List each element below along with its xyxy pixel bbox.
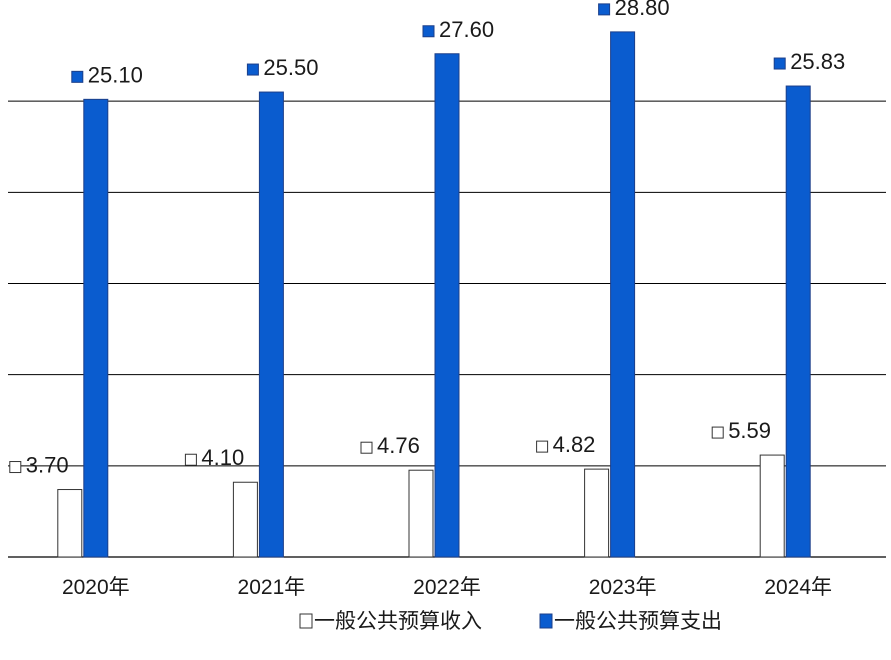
legend-swatch-expenditure xyxy=(539,613,553,629)
bar-expenditure xyxy=(610,31,636,558)
data-label-marker-income xyxy=(184,453,197,466)
data-label-income: 3.70 xyxy=(26,453,69,478)
data-label-expenditure: 27.60 xyxy=(439,17,494,42)
bar-expenditure xyxy=(83,98,109,558)
bar-income xyxy=(57,489,83,558)
data-label-marker-income xyxy=(360,441,373,454)
bar-expenditure xyxy=(434,53,460,558)
data-label-income: 4.10 xyxy=(201,445,244,470)
x-tick-label: 2020年 xyxy=(62,576,130,599)
data-label-marker-income xyxy=(536,440,549,453)
x-axis: 2020年 2021年 2022年 2023年 2024年 xyxy=(62,576,832,599)
data-label-expenditure: 25.10 xyxy=(88,62,143,87)
data-label-marker-expenditure xyxy=(71,70,84,83)
bar-income xyxy=(584,468,610,558)
data-labels: 3.70 25.10 4.10 25.50 4.76 27.60 4.82 28.80 5.59… xyxy=(9,0,845,478)
legend: 一般公共预算收入 一般公共预算支出 xyxy=(299,610,722,633)
data-label-marker-expenditure xyxy=(422,25,435,38)
data-label-expenditure: 25.83 xyxy=(790,49,845,74)
bar-income xyxy=(408,469,434,558)
x-tick-label: 2023年 xyxy=(589,576,657,599)
bar-income xyxy=(759,454,785,558)
legend-label-expenditure: 一般公共预算支出 xyxy=(554,610,722,633)
x-tick-label: 2022年 xyxy=(413,576,481,599)
data-label-marker-expenditure xyxy=(246,63,259,76)
data-label-marker-income xyxy=(711,426,724,439)
bars xyxy=(57,31,811,558)
legend-swatch-income xyxy=(299,613,313,629)
bar-expenditure xyxy=(785,85,811,558)
data-label-marker-expenditure xyxy=(773,57,786,70)
x-tick-label: 2024年 xyxy=(764,576,832,599)
data-label-expenditure: 25.50 xyxy=(263,55,318,80)
data-label-income: 4.82 xyxy=(553,432,596,457)
data-label-income: 5.59 xyxy=(728,418,771,443)
data-label-expenditure: 28.80 xyxy=(615,0,670,20)
bar-income xyxy=(232,481,258,558)
legend-label-income: 一般公共预算收入 xyxy=(314,610,482,633)
data-label-marker-income xyxy=(9,461,22,474)
data-label-marker-expenditure xyxy=(598,3,611,16)
data-label-income: 4.76 xyxy=(377,433,420,458)
x-tick-label: 2021年 xyxy=(238,576,306,599)
bar-expenditure xyxy=(258,91,284,558)
